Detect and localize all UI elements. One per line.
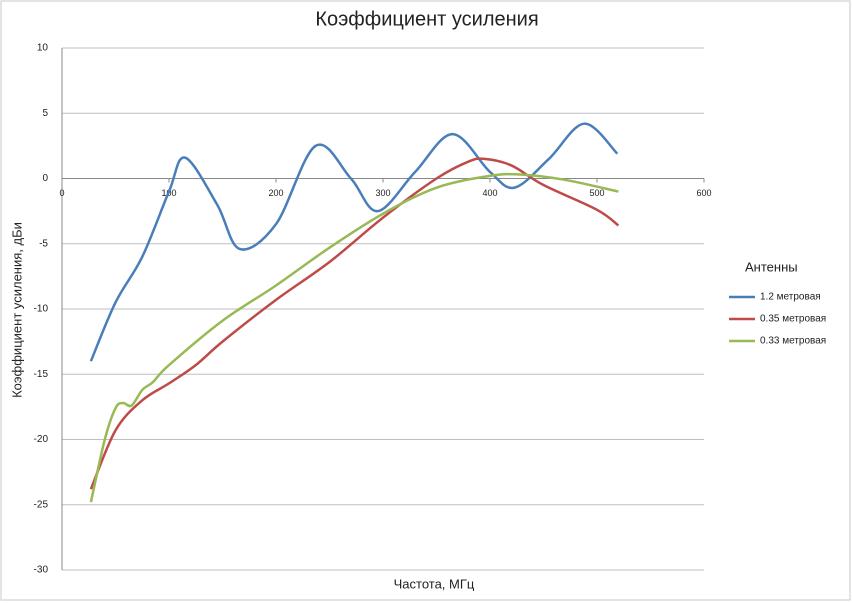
y-tick-label: -5: [39, 238, 48, 249]
x-tick-label: 400: [482, 188, 497, 198]
y-tick-label: -30: [34, 565, 49, 576]
y-tick-label: -20: [34, 434, 49, 445]
legend-title: Антенны: [745, 259, 798, 274]
y-tick-label: 10: [37, 43, 49, 54]
y-tick-label: 0: [42, 173, 48, 184]
y-tick-label: -25: [34, 499, 49, 510]
y-tick-label: -15: [34, 369, 49, 380]
x-tick-label: 500: [589, 188, 604, 198]
legend-label: 0.35 метровая: [760, 314, 826, 325]
chart-title: Коэффициент усиления: [315, 8, 538, 30]
y-tick-label: -10: [34, 304, 49, 315]
line: [89, 172, 619, 503]
line: [89, 157, 620, 490]
x-tick-label: 200: [268, 188, 283, 198]
x-axis-label: Частота, МГц: [394, 576, 475, 591]
line: [89, 122, 619, 362]
x-tick-label: 600: [696, 188, 711, 198]
x-tick-label: 300: [375, 188, 390, 198]
x-tick-label: 0: [59, 188, 64, 198]
legend-label: 1.2 метровая: [760, 292, 821, 303]
y-tick-label: 5: [42, 108, 48, 119]
y-axis-label: Коэффициент усиления, дБи: [9, 222, 24, 398]
legend-label: 0.33 метровая: [760, 336, 826, 347]
